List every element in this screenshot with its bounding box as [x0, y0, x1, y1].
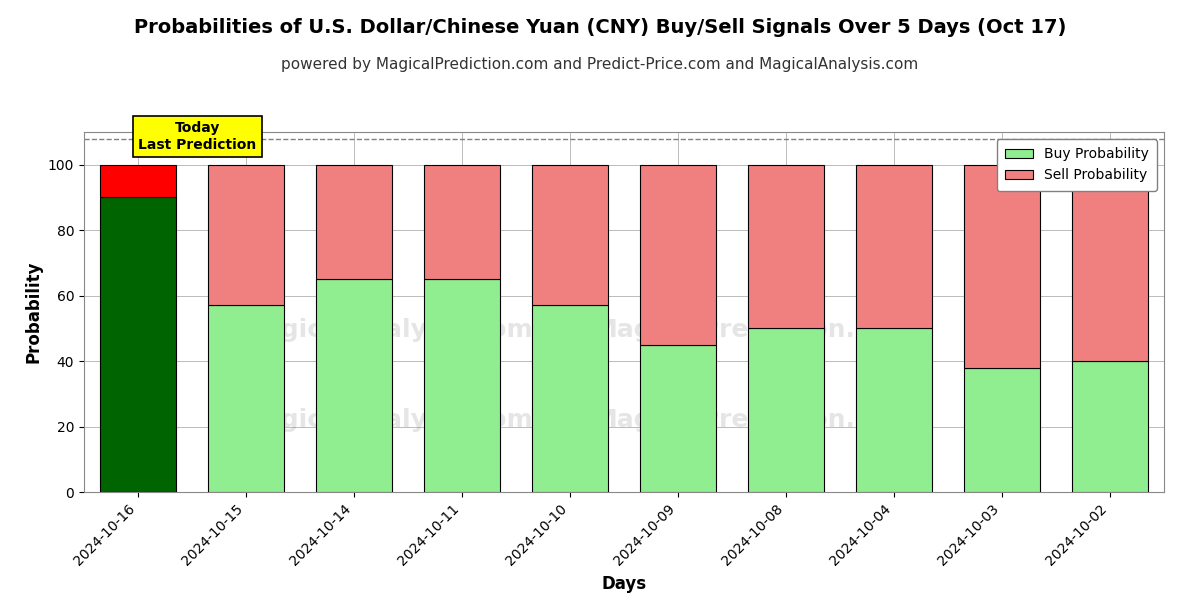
Bar: [533, 305, 607, 492]
Bar: [101, 197, 176, 492]
Bar: [749, 165, 824, 328]
Bar: [965, 165, 1039, 368]
Bar: [1073, 165, 1147, 361]
Legend: Buy Probability, Sell Probability: Buy Probability, Sell Probability: [997, 139, 1157, 191]
Bar: [641, 165, 716, 345]
Text: MagicalPrediction.com: MagicalPrediction.com: [593, 408, 914, 432]
Bar: [209, 305, 284, 492]
Bar: [1073, 361, 1147, 492]
Bar: [641, 345, 716, 492]
Bar: [857, 328, 932, 492]
Text: Today
Last Prediction: Today Last Prediction: [138, 121, 257, 152]
Y-axis label: Probability: Probability: [24, 261, 42, 363]
Bar: [425, 165, 500, 279]
Bar: [317, 165, 391, 279]
Bar: [857, 165, 932, 328]
Bar: [317, 279, 391, 492]
X-axis label: Days: Days: [601, 575, 647, 593]
Bar: [965, 368, 1039, 492]
Text: MagicalAnalysis.com: MagicalAnalysis.com: [240, 408, 533, 432]
Text: Probabilities of U.S. Dollar/Chinese Yuan (CNY) Buy/Sell Signals Over 5 Days (Oc: Probabilities of U.S. Dollar/Chinese Yua…: [134, 18, 1066, 37]
Bar: [533, 165, 607, 305]
Text: MagicalAnalysis.com: MagicalAnalysis.com: [240, 318, 533, 342]
Bar: [749, 328, 824, 492]
Bar: [425, 279, 500, 492]
Text: powered by MagicalPrediction.com and Predict-Price.com and MagicalAnalysis.com: powered by MagicalPrediction.com and Pre…: [281, 57, 919, 72]
Bar: [209, 165, 284, 305]
Text: MagicalPrediction.com: MagicalPrediction.com: [593, 318, 914, 342]
Bar: [101, 165, 176, 197]
